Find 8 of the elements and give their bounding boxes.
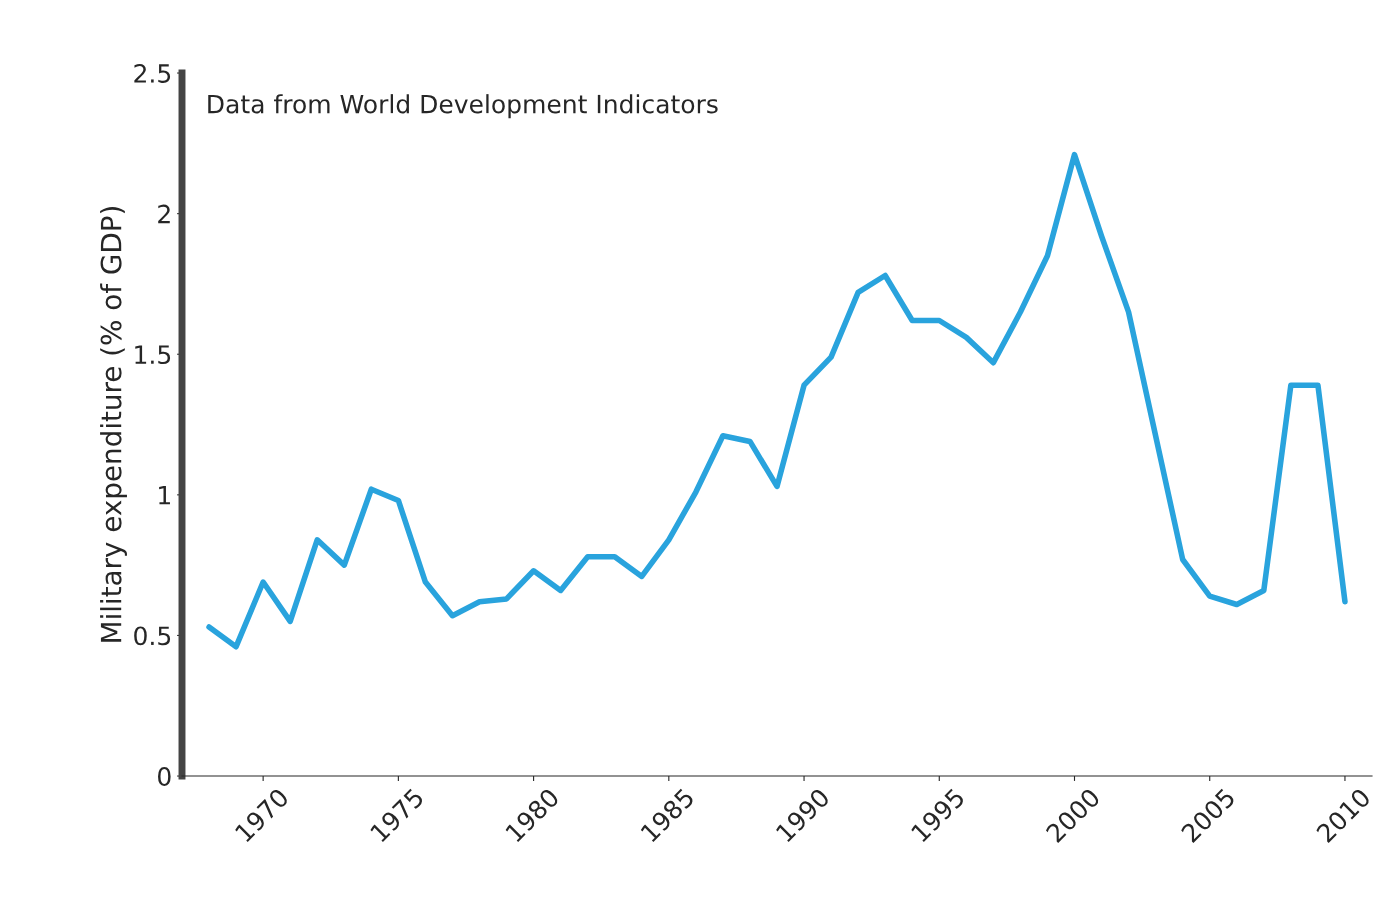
- y-tick-label: 2: [158, 204, 170, 224]
- y-tick-label: 0.5: [134, 626, 171, 646]
- text: Data from World Development Indicators: [208, 94, 718, 119]
- y-tick-label: 2.5: [134, 63, 171, 83]
- y-tick-label: 1.5: [135, 345, 171, 365]
- y-tick-label: 1: [159, 486, 170, 505]
- y-tick-label: 0: [158, 766, 171, 786]
- y-axis-title: Military expenditure (% of GDP): [100, 207, 127, 642]
